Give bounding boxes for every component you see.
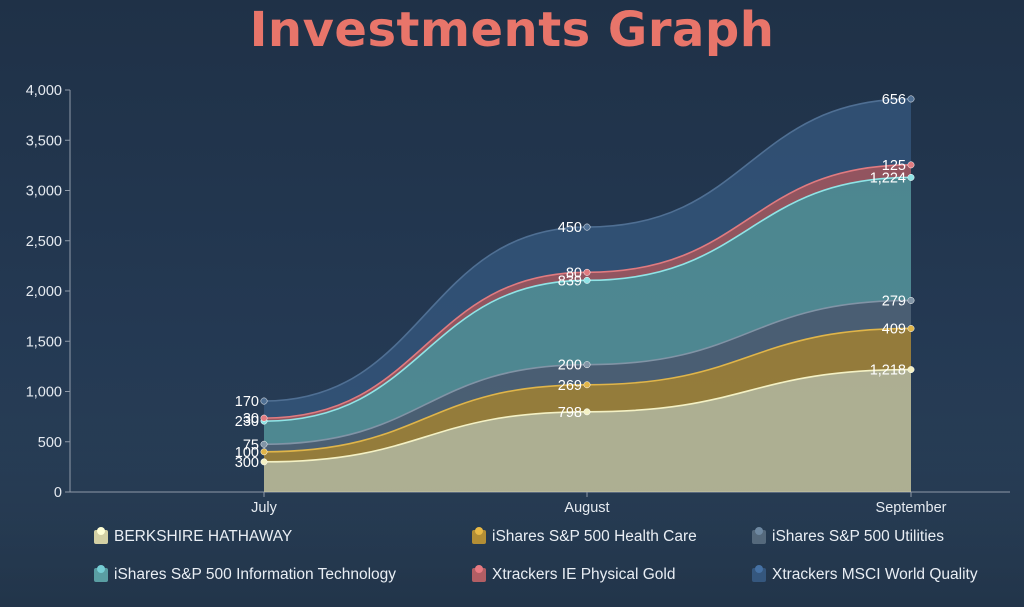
legend-label: BERKSHIRE HATHAWAY (114, 528, 293, 545)
data-label: 80 (566, 265, 582, 281)
data-point[interactable] (907, 161, 915, 169)
area-series-3 (264, 177, 911, 445)
legend-swatch (472, 568, 486, 582)
y-tick-label: 500 (38, 435, 62, 451)
data-label: 75 (243, 437, 259, 453)
legend: BERKSHIRE HATHAWAY iShares S&P 500 Health… (94, 528, 1014, 598)
data-label: 300 (235, 455, 259, 471)
y-tick-label: 1,000 (26, 385, 62, 401)
legend-label: Xtrackers MSCI World Quality (772, 566, 978, 583)
data-point[interactable] (583, 223, 591, 231)
chart-title: Investments Graph (249, 2, 775, 58)
area-series-1 (264, 328, 911, 462)
data-label: 170 (235, 394, 259, 410)
y-tick-label: 2,500 (26, 234, 62, 250)
area-series-2 (264, 300, 911, 452)
data-label: 30 (243, 411, 259, 427)
data-labels: 300 798 1,218 100 269 409 75 200 279 230 839 1,224 3… (235, 92, 906, 471)
data-point[interactable] (907, 95, 915, 103)
data-point[interactable] (583, 408, 591, 416)
data-point[interactable] (907, 325, 915, 332)
legend-swatch (752, 530, 766, 544)
legend-item[interactable]: iShares S&P 500 Health Care (472, 528, 697, 546)
legend-label: iShares S&P 500 Information Technology (114, 566, 397, 583)
data-point[interactable] (583, 361, 591, 369)
legend-label: iShares S&P 500 Utilities (772, 528, 945, 545)
data-label: 1,218 (870, 363, 906, 379)
y-tick-label: 4,000 (26, 83, 62, 99)
data-point[interactable] (260, 440, 268, 448)
data-label: 200 (558, 358, 582, 374)
axes: 0 500 1,000 1,500 2,000 2,500 3,000 3,500 4,000 J… (26, 83, 1010, 516)
legend-label: Xtrackers IE Physical Gold (492, 566, 676, 583)
data-label: 100 (235, 445, 259, 461)
x-tick-label: August (564, 500, 609, 516)
legend-item[interactable]: iShares S&P 500 Information Technology (94, 566, 396, 584)
area-series-0 (264, 369, 911, 492)
series-areas (263, 98, 912, 492)
legend-swatch (752, 568, 766, 582)
legend-item[interactable]: iShares S&P 500 Utilities (752, 528, 944, 546)
series-points (260, 95, 915, 466)
area-series-5 (264, 98, 911, 419)
data-point[interactable] (260, 414, 268, 422)
y-tick-label: 2,000 (26, 284, 62, 300)
data-point[interactable] (583, 381, 591, 389)
legend-item[interactable]: BERKSHIRE HATHAWAY (94, 528, 292, 546)
data-label: 269 (558, 378, 582, 394)
legend-item[interactable]: Xtrackers IE Physical Gold (472, 566, 675, 584)
data-label: 409 (882, 321, 906, 337)
data-point[interactable] (583, 268, 591, 276)
data-point[interactable] (907, 296, 915, 304)
legend-swatch (94, 568, 108, 582)
x-tick-label: September (876, 500, 947, 516)
data-point[interactable] (260, 448, 268, 456)
x-tick-label: July (251, 500, 278, 516)
data-point[interactable] (260, 397, 268, 405)
data-label: 1,224 (870, 170, 906, 186)
legend-label: iShares S&P 500 Health Care (492, 528, 697, 545)
y-tick-label: 3,000 (26, 184, 62, 200)
data-label: 656 (882, 92, 906, 108)
y-tick-label: 3,500 (26, 133, 62, 149)
data-point[interactable] (907, 366, 915, 374)
data-label: 839 (558, 273, 582, 289)
legend-swatch (472, 530, 486, 544)
data-label: 450 (558, 220, 582, 236)
data-point[interactable] (907, 173, 915, 181)
y-tick-label: 0 (54, 485, 62, 501)
y-tick-label: 1,500 (26, 334, 62, 350)
data-label: 798 (558, 405, 582, 421)
data-label: 125 (882, 158, 906, 174)
legend-item[interactable]: Xtrackers MSCI World Quality (752, 566, 978, 584)
data-label: 279 (882, 293, 906, 309)
data-point[interactable] (260, 458, 268, 466)
legend-swatch (94, 530, 108, 544)
data-point[interactable] (583, 276, 591, 284)
data-label: 230 (235, 414, 259, 430)
